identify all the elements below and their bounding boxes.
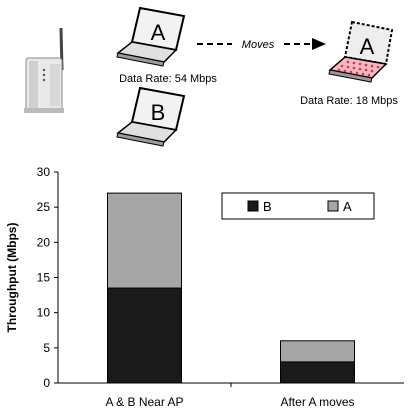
bars: [107, 192, 355, 384]
moves-label: Moves: [242, 39, 275, 51]
x-tick-label: A & B Near AP: [105, 395, 183, 409]
access-point-icon: [24, 27, 64, 113]
y-axis-ticks: 0 5 10 15 20 25 30: [37, 165, 58, 390]
legend-swatch-a: [327, 200, 339, 212]
y-tick-label: 0: [43, 376, 50, 390]
bar-b-0: [107, 287, 182, 384]
moved-laptop-a-icon: [328, 20, 394, 83]
rate-before-label: Data Rate: 54 Mbps: [119, 73, 217, 85]
y-tick-label: 5: [43, 341, 50, 355]
laptop-b-icon: [116, 86, 186, 147]
legend-swatch-b: [247, 200, 259, 212]
y-tick-label: 15: [37, 271, 51, 285]
legend-label-a: A: [343, 199, 352, 214]
y-tick-label: 25: [37, 200, 51, 214]
y-axis-label: Throughput (Mbps): [5, 223, 19, 333]
throughput-chart: Throughput (Mbps) 0 5 10 15 20 25 30 A & B Nea…: [5, 165, 404, 409]
x-tick-label: After A moves: [280, 395, 354, 409]
moved-laptop-a-label: A: [360, 34, 375, 59]
bar-a-1: [280, 340, 355, 363]
y-tick-label: 10: [37, 306, 51, 320]
laptop-b-label: B: [151, 100, 166, 125]
moves-arrow-icon: [197, 38, 326, 50]
laptop-a-label: A: [151, 20, 166, 45]
y-tick-label: 20: [37, 235, 51, 249]
laptop-a-icon: [116, 6, 186, 67]
bar-b-1: [280, 361, 355, 384]
legend-label-b: B: [263, 199, 272, 214]
legend-box: [221, 192, 375, 220]
rate-after-label: Data Rate: 18 Mbps: [300, 95, 398, 107]
y-tick-label: 30: [37, 165, 51, 179]
x-axis-labels: A & B Near AP After A moves: [105, 395, 354, 409]
bar-a-0: [107, 192, 182, 289]
